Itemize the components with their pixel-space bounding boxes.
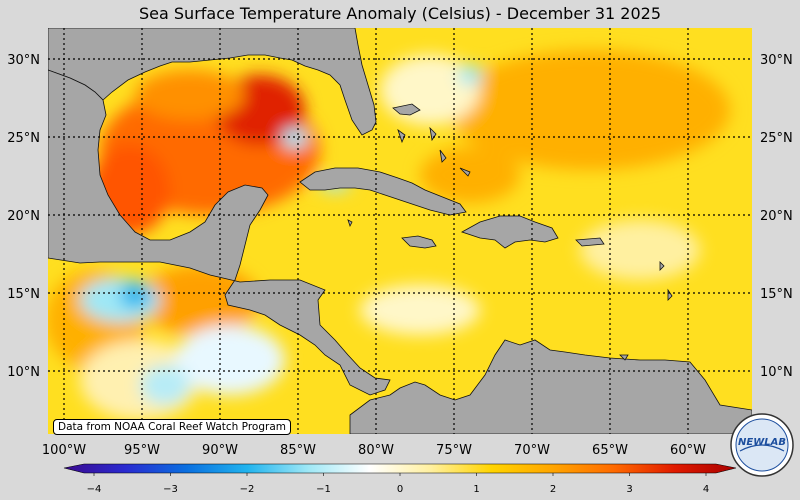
lon-labels: 100°W 95°W 90°W 85°W 80°W 75°W 70°W 65°W… — [42, 443, 706, 458]
puerto-rico-land — [575, 237, 605, 247]
data-source-credit: Data from NOAA Coral Reef Watch Program — [53, 419, 291, 435]
map-plot-area — [48, 28, 752, 434]
graticule — [48, 28, 752, 434]
lat-label: 20°N — [760, 209, 793, 224]
lat-labels-left: 30°N 25°N 20°N 15°N 10°N — [7, 53, 40, 380]
lon-label: 85°W — [280, 443, 316, 458]
colorbar-tick-label: 4 — [703, 484, 709, 495]
lon-label: 75°W — [436, 443, 472, 458]
lat-label: 10°N — [760, 365, 793, 380]
mexico-central-america-land — [48, 69, 391, 396]
lon-label: 60°W — [670, 443, 706, 458]
united-states-land — [48, 28, 377, 136]
lon-label: 70°W — [514, 443, 550, 458]
lat-label: 20°N — [7, 209, 40, 224]
colorbar-tick-label: 1 — [473, 484, 479, 495]
colorbar-tick-label: −3 — [163, 484, 178, 495]
hispaniola-land — [461, 215, 559, 249]
lat-label: 15°N — [760, 287, 793, 302]
lat-label: 25°N — [7, 131, 40, 146]
newlab-logo[interactable]: NEWLAB — [730, 413, 794, 477]
south-america-land — [349, 339, 752, 434]
lat-labels-right: 30°N 25°N 20°N 15°N 10°N — [760, 53, 793, 380]
lon-label: 65°W — [592, 443, 628, 458]
logo-text: NEWLAB — [738, 437, 786, 448]
colorbar-tick-label: −4 — [87, 484, 102, 495]
jamaica-land — [401, 235, 437, 249]
lon-label: 95°W — [124, 443, 160, 458]
lat-label: 30°N — [760, 53, 793, 68]
colorbar-tick-label: −2 — [240, 484, 255, 495]
colorbar-tick-label: 3 — [626, 484, 632, 495]
colorbar-ramp — [63, 463, 737, 474]
colorbar-tick-label: 0 — [397, 484, 403, 495]
lat-label: 30°N — [7, 53, 40, 68]
map-title: Sea Surface Temperature Anomaly (Celsius… — [139, 4, 661, 23]
lon-label: 80°W — [358, 443, 394, 458]
lat-label: 10°N — [7, 365, 40, 380]
cuba-land — [299, 167, 467, 216]
colorbar-tick-label: 2 — [550, 484, 556, 495]
lat-label: 15°N — [7, 287, 40, 302]
lat-label: 25°N — [760, 131, 793, 146]
lon-label: 100°W — [42, 443, 86, 458]
colorbar: −4 −3 −2 −1 0 1 2 3 4 — [63, 463, 737, 495]
land-masses — [48, 28, 752, 434]
colorbar-tick-label: −1 — [316, 484, 331, 495]
lon-label: 90°W — [202, 443, 238, 458]
